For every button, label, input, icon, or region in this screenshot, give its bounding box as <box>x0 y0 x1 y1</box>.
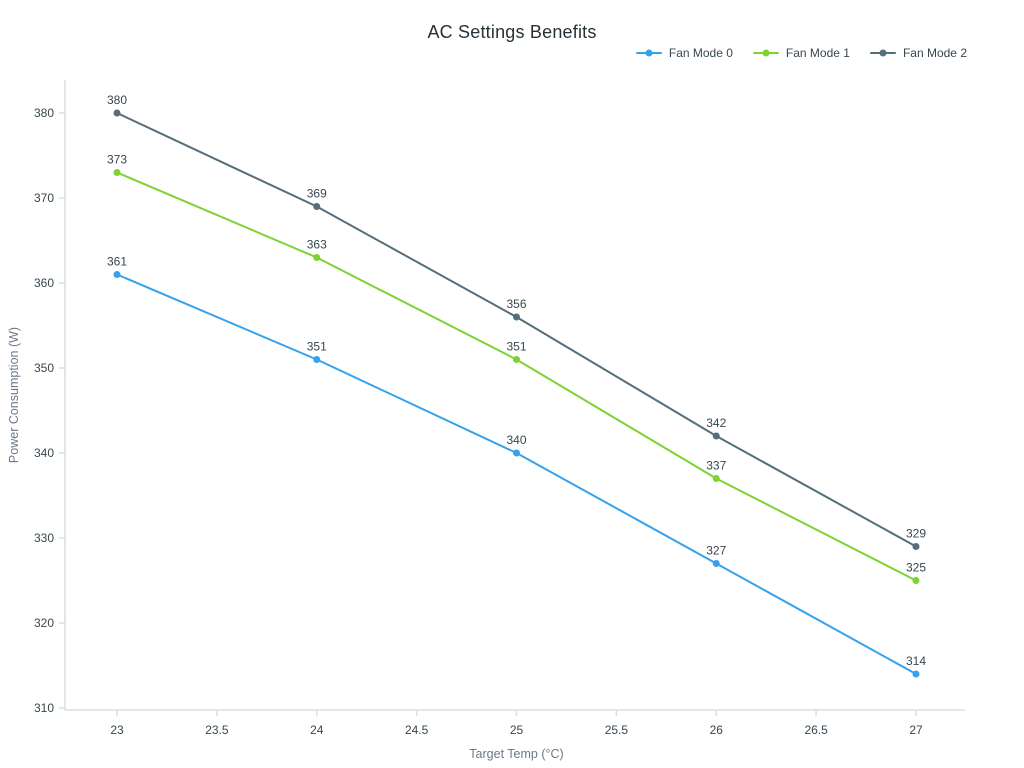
x-tick-label: 26 <box>710 723 724 737</box>
y-tick-label: 360 <box>34 276 54 290</box>
data-label-fan-mode-1: 373 <box>107 153 127 167</box>
data-point-fan-mode-0 <box>513 449 520 457</box>
data-point-fan-mode-2 <box>313 203 321 210</box>
x-tick-label: 27 <box>909 723 923 737</box>
y-tick-label: 380 <box>34 106 54 120</box>
data-point-fan-mode-1 <box>712 475 720 482</box>
x-tick-label: 24.5 <box>405 723 429 737</box>
data-label-fan-mode-1: 363 <box>307 238 327 252</box>
data-label-fan-mode-0: 327 <box>706 544 726 558</box>
data-point-fan-mode-1 <box>513 356 520 363</box>
data-point-fan-mode-0 <box>113 271 121 278</box>
legend-label: Fan Mode 1 <box>785 46 850 60</box>
legend-line-marker-icon <box>635 49 662 57</box>
data-point-fan-mode-2 <box>513 313 520 321</box>
data-label-fan-mode-0: 314 <box>906 654 926 668</box>
data-label-fan-mode-1: 337 <box>706 459 726 473</box>
y-tick-label: 340 <box>34 446 54 460</box>
legend-label: Fan Mode 2 <box>902 46 967 60</box>
data-label-fan-mode-0: 361 <box>107 255 127 269</box>
x-axis-title: Target Temp (°C) <box>469 747 563 761</box>
data-label-fan-mode-0: 340 <box>506 433 526 447</box>
data-label-fan-mode-2: 369 <box>307 187 327 201</box>
series-line-fan-mode-2 <box>116 112 917 548</box>
series-line-fan-mode-1 <box>116 171 917 582</box>
data-point-fan-mode-0 <box>712 560 720 567</box>
data-label-fan-mode-1: 325 <box>906 561 926 575</box>
x-tick-label: 23.5 <box>205 723 229 737</box>
data-point-fan-mode-1 <box>313 254 321 261</box>
x-tick-label: 23 <box>110 723 124 737</box>
y-tick-label: 350 <box>34 361 54 375</box>
chart-legend: Fan Mode 0 Fan Mode 1 Fan Mode 2 <box>635 46 967 60</box>
data-label-fan-mode-2: 356 <box>506 297 526 311</box>
chart-title: AC Settings Benefits <box>427 22 597 42</box>
data-point-fan-mode-2 <box>113 109 121 117</box>
data-point-fan-mode-0 <box>313 356 321 363</box>
x-tick-label: 25 <box>510 723 524 737</box>
data-label-fan-mode-0: 351 <box>307 340 327 354</box>
data-label-fan-mode-2: 380 <box>107 93 127 107</box>
series-line-fan-mode-0 <box>116 273 917 675</box>
data-label-fan-mode-1: 351 <box>506 340 526 354</box>
y-tick-label: 370 <box>34 191 54 205</box>
legend-line-marker-icon <box>869 49 896 57</box>
legend-item-fan-mode-1[interactable]: Fan Mode 1 <box>752 46 850 60</box>
data-point-fan-mode-1 <box>912 577 920 584</box>
x-tick-label: 25.5 <box>605 723 629 737</box>
y-axis-title: Power Consumption (W) <box>7 327 21 463</box>
data-point-fan-mode-2 <box>712 432 720 440</box>
data-label-fan-mode-2: 342 <box>706 416 726 430</box>
x-tick-label: 24 <box>310 723 324 737</box>
y-tick-label: 310 <box>34 701 54 715</box>
legend-item-fan-mode-0[interactable]: Fan Mode 0 <box>635 46 733 60</box>
legend-label: Fan Mode 0 <box>668 46 733 60</box>
data-label-fan-mode-2: 329 <box>906 527 926 541</box>
legend-line-marker-icon <box>752 49 779 57</box>
data-point-fan-mode-2 <box>912 543 920 550</box>
y-tick-label: 330 <box>34 531 54 545</box>
data-point-fan-mode-1 <box>113 169 121 176</box>
data-point-fan-mode-0 <box>912 670 920 678</box>
x-tick-label: 26.5 <box>804 723 828 737</box>
y-tick-label: 320 <box>34 616 54 630</box>
legend-item-fan-mode-2[interactable]: Fan Mode 2 <box>869 46 967 60</box>
